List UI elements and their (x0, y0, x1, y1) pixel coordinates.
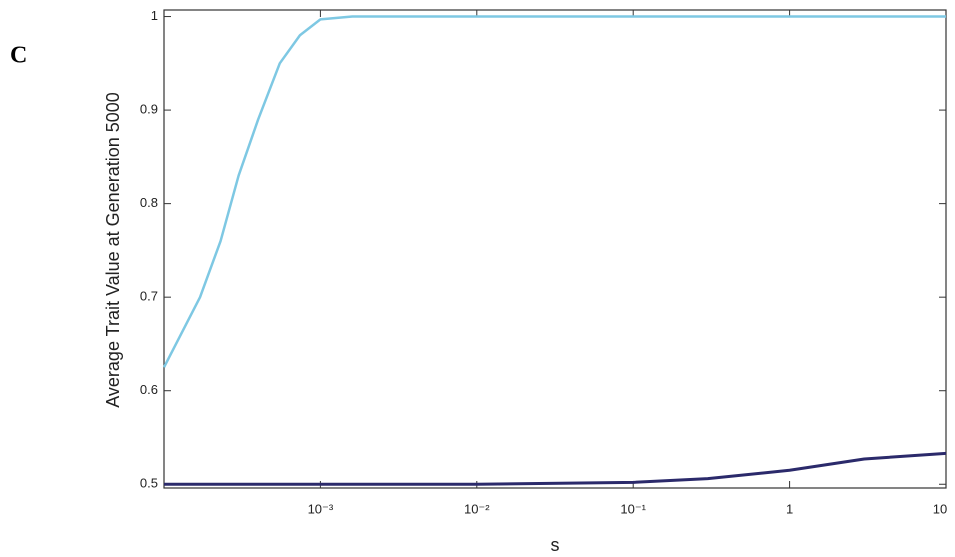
y-tick-label: 0.7 (140, 289, 158, 304)
x-axis-title: s (551, 535, 560, 555)
y-tick-label: 0.9 (140, 102, 158, 117)
panel-label: C (10, 43, 27, 69)
series-line (164, 451, 947, 486)
y-tick-label: 0.5 (140, 476, 158, 491)
y-axis-title: Average Trait Value at Generation 5000 (103, 92, 123, 408)
x-tick-label: 10⁻² (464, 501, 490, 516)
x-tick-label: 10⁻¹ (620, 501, 646, 516)
x-tick-label: 1 (786, 501, 793, 516)
y-tick-label: 1 (151, 8, 158, 23)
x-tick-label: 10⁻³ (308, 501, 334, 516)
x-tick-label: 10 (933, 501, 947, 516)
series-line (162, 15, 946, 368)
plot-frame (163, 9, 947, 489)
y-tick-label: 0.8 (140, 195, 158, 210)
y-tick-label: 0.6 (140, 382, 158, 397)
